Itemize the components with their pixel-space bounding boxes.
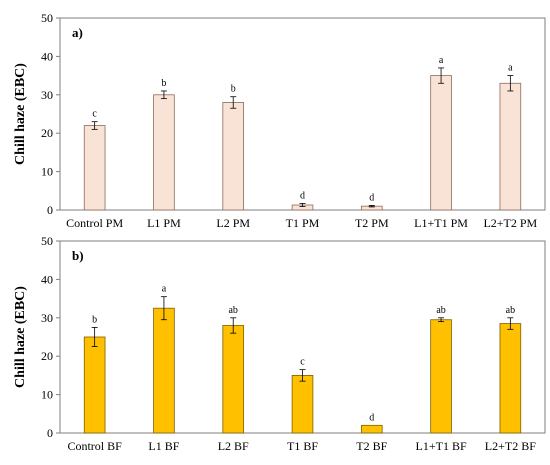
y-tick-label: 20 bbox=[41, 349, 53, 363]
y-tick-label: 10 bbox=[41, 165, 53, 179]
significance-label: a bbox=[508, 63, 513, 74]
bar bbox=[499, 323, 522, 434]
y-axis-label: Chill haze (EBC) bbox=[13, 63, 28, 165]
category-label: T2 BF bbox=[356, 439, 387, 453]
y-tick-label: 40 bbox=[41, 272, 53, 286]
category-label: L2+T2 PM bbox=[483, 216, 537, 230]
significance-label: a bbox=[439, 55, 444, 66]
category-label: L1+T1 BF bbox=[416, 439, 467, 453]
y-tick-label: 30 bbox=[41, 311, 53, 325]
bar bbox=[222, 325, 245, 434]
significance-label: c bbox=[300, 357, 305, 368]
bar bbox=[430, 319, 452, 434]
significance-label: a bbox=[162, 284, 167, 295]
chart-panel-1: 0 10 20 30 40 50 Chill haze (EBC) a) c Control PM… bbox=[13, 11, 546, 230]
y-tick-label: 40 bbox=[41, 49, 53, 63]
category-label: T1 PM bbox=[286, 216, 320, 230]
chart-panel-2: 0 10 20 30 40 50 Chill haze (EBC) b) b Control BF… bbox=[13, 234, 546, 453]
bar bbox=[83, 336, 106, 434]
bar bbox=[83, 125, 106, 211]
category-label: L2 BF bbox=[218, 439, 249, 453]
category-label: Control PM bbox=[66, 216, 123, 230]
category-label: L2 PM bbox=[216, 216, 250, 230]
category-label: T2 PM bbox=[355, 216, 389, 230]
category-label: L1 PM bbox=[147, 216, 181, 230]
significance-label: ab bbox=[436, 305, 445, 316]
y-tick-label: 0 bbox=[47, 203, 53, 217]
panel-label: a) bbox=[72, 25, 83, 40]
category-label: Control BF bbox=[67, 439, 122, 453]
significance-label: b bbox=[92, 314, 97, 325]
category-label: L2+T2 BF bbox=[485, 439, 536, 453]
significance-label: d bbox=[369, 192, 374, 203]
significance-label: ab bbox=[228, 305, 237, 316]
significance-label: d bbox=[300, 190, 305, 201]
y-tick-label: 30 bbox=[41, 88, 53, 102]
category-label: L1+T1 PM bbox=[414, 216, 468, 230]
bar bbox=[222, 102, 245, 211]
significance-label: d bbox=[369, 412, 374, 423]
significance-label: ab bbox=[506, 305, 515, 316]
bar bbox=[153, 307, 175, 434]
y-tick-label: 10 bbox=[41, 388, 53, 402]
bar bbox=[430, 75, 452, 211]
panel-label: b) bbox=[72, 248, 84, 263]
significance-label: b bbox=[161, 78, 166, 89]
y-tick-label: 50 bbox=[41, 234, 53, 248]
y-tick-label: 50 bbox=[41, 11, 53, 25]
bar bbox=[291, 374, 314, 434]
y-axis-label: Chill haze (EBC) bbox=[13, 286, 28, 388]
significance-label: c bbox=[92, 109, 97, 120]
bar bbox=[360, 424, 383, 434]
plot-frame bbox=[59, 17, 546, 211]
significance-label: b bbox=[231, 84, 236, 95]
category-label: L1 BF bbox=[148, 439, 179, 453]
bar bbox=[499, 82, 522, 211]
y-tick-label: 0 bbox=[47, 426, 53, 440]
y-tick-label: 20 bbox=[41, 126, 53, 140]
bar bbox=[153, 94, 175, 211]
category-label: T1 BF bbox=[287, 439, 318, 453]
